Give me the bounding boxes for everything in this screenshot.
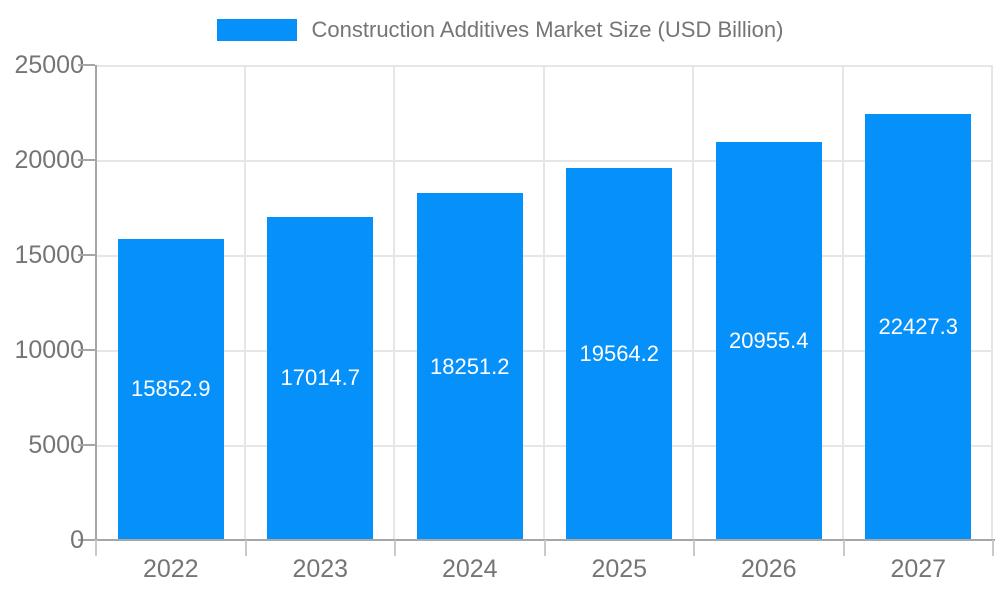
- legend-swatch-icon: [216, 19, 297, 41]
- x-axis-tick-label: 2024: [441, 555, 498, 583]
- x-axis-line: [78, 539, 995, 541]
- y-axis-tick-label: 0: [70, 526, 84, 554]
- x-axis-tick-label: 2027: [890, 555, 947, 583]
- y-axis-tick-mark: [78, 254, 95, 256]
- x-axis-tick-mark: [842, 540, 845, 556]
- bar: 18251.2: [416, 193, 523, 540]
- plot-area: 15852.9 17014.7 18251.2 19564.2 20955.4 22427…: [96, 65, 993, 540]
- bar-value-label: 19564.2: [579, 341, 660, 367]
- x-axis-tick-label: 2023: [292, 555, 349, 583]
- bar: 19564.2: [566, 168, 673, 540]
- y-axis-tick-mark: [78, 64, 95, 66]
- gridline-vertical: [393, 65, 395, 540]
- bar: 15852.9: [117, 238, 224, 540]
- gridline-vertical: [991, 65, 993, 540]
- x-axis-tick-mark: [95, 540, 97, 556]
- y-axis-tick-label: 15000: [14, 241, 84, 269]
- y-axis-tick-label: 5000: [28, 431, 84, 459]
- y-axis-line: [95, 65, 97, 556]
- x-axis-tick-label: 2026: [740, 555, 797, 583]
- bar-value-label: 17014.7: [280, 365, 361, 391]
- y-axis-tick-mark: [78, 159, 95, 161]
- gridline-vertical: [542, 65, 545, 540]
- y-axis-tick-mark: [78, 349, 95, 351]
- gridline-vertical: [692, 65, 694, 540]
- gridline-horizontal: [96, 350, 993, 352]
- legend-label: Construction Additives Market Size (USD …: [311, 17, 784, 42]
- bar-value-label: 22427.3: [878, 313, 959, 339]
- bar-value-label: 20955.4: [728, 327, 809, 353]
- bar: 17014.7: [267, 216, 374, 540]
- y-axis-tick-label: 20000: [14, 146, 84, 174]
- y-axis-tick-mark: [78, 444, 95, 446]
- x-axis-tick-label: 2025: [591, 555, 648, 583]
- x-axis-tick-mark: [244, 540, 247, 556]
- gridline-horizontal: [96, 255, 993, 257]
- x-axis-tick-mark: [543, 540, 546, 556]
- gridline-vertical: [243, 65, 246, 540]
- gridline-horizontal: [96, 65, 993, 67]
- gridline-horizontal: [96, 160, 993, 162]
- bar-value-label: 18251.2: [429, 353, 510, 379]
- gridline-vertical: [841, 65, 844, 540]
- bar: 22427.3: [865, 113, 972, 540]
- chart-legend: Construction Additives Market Size (USD …: [0, 17, 1000, 43]
- legend-item[interactable]: Construction Additives Market Size (USD …: [216, 17, 784, 43]
- gridline-horizontal: [96, 445, 993, 447]
- bar-value-label: 15852.9: [130, 376, 211, 402]
- x-axis-tick-mark: [394, 540, 396, 556]
- x-axis-tick-mark: [992, 540, 994, 556]
- bar: 20955.4: [715, 141, 822, 540]
- x-axis-tick-label: 2022: [142, 555, 199, 583]
- y-axis-tick-label: 25000: [14, 51, 84, 79]
- y-axis-tick-label: 10000: [14, 336, 84, 364]
- x-axis-tick-mark: [693, 540, 695, 556]
